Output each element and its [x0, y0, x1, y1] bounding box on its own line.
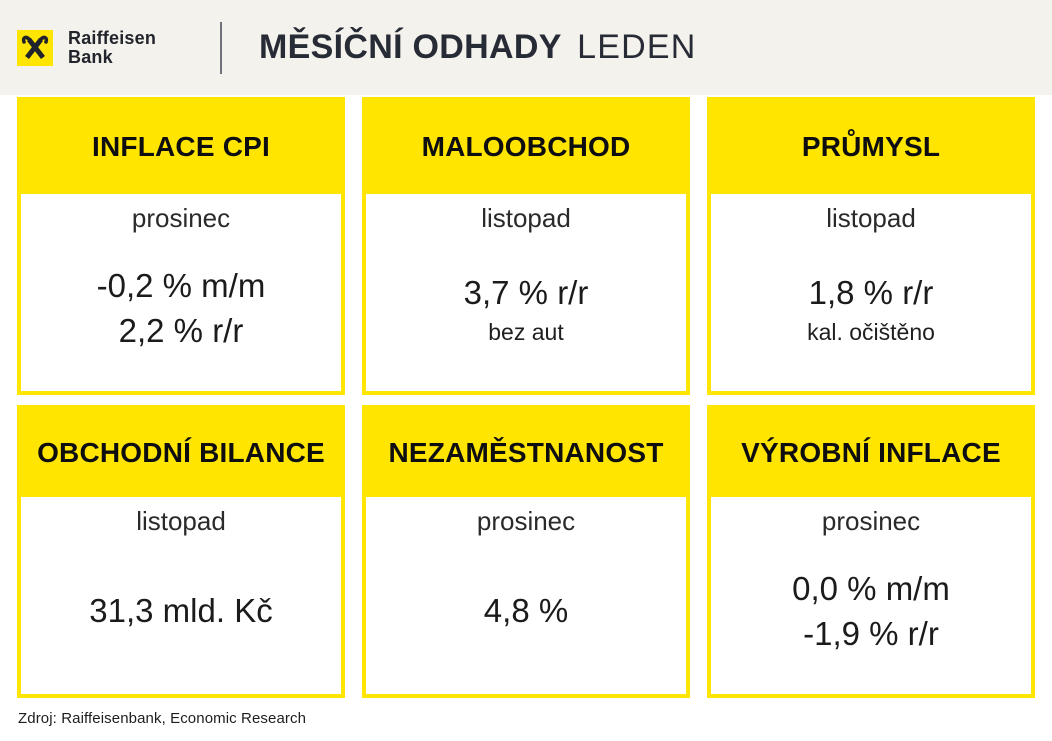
- card-header: MALOOBCHOD: [365, 100, 687, 194]
- card-title: MALOOBCHOD: [421, 131, 631, 162]
- card-body: prosinec 0,0 % m/m -1,9 % r/r: [711, 497, 1031, 694]
- card-value: -0,2 % m/m: [96, 267, 266, 305]
- card-body: prosinec -0,2 % m/m 2,2 % r/r: [21, 194, 341, 391]
- card-value: 0,0 % m/m: [792, 570, 950, 608]
- brand-name: Raiffeisen Bank: [68, 29, 156, 66]
- card-title: VÝROBNÍ INFLACE: [741, 436, 1001, 468]
- card-values: 4,8 %: [484, 537, 568, 694]
- card-note: kal. očištěno: [807, 319, 935, 346]
- stat-card-inflace-cpi: INFLACE CPI prosinec -0,2 % m/m 2,2 % r/…: [17, 97, 345, 395]
- card-value: 3,7 % r/r: [463, 273, 589, 311]
- card-title: OBCHODNÍ BILANCE: [37, 436, 325, 468]
- card-value: 2,2 % r/r: [118, 311, 244, 349]
- card-title: PRŮMYSL: [801, 131, 941, 162]
- raiffeisen-gable-cross-icon: [17, 29, 53, 66]
- brand-name-line2: Bank: [68, 46, 113, 67]
- card-header: NEZAMĚSTNANOST: [365, 408, 687, 497]
- header-divider: [220, 21, 223, 74]
- card-period: prosinec: [821, 506, 921, 536]
- brand-name-line1: Raiffeisen: [68, 28, 157, 49]
- stat-card-nezamestnanost: NEZAMĚSTNANOST prosinec 4,8 %: [362, 405, 690, 698]
- stat-card-obchodni-bilance: OBCHODNÍ BILANCE listopad 31,3 mld. Kč: [17, 405, 345, 698]
- card-header: VÝROBNÍ INFLACE: [710, 408, 1032, 497]
- card-values: -0,2 % m/m 2,2 % r/r: [97, 234, 266, 391]
- stats-grid: INFLACE CPI prosinec -0,2 % m/m 2,2 % r/…: [17, 97, 1035, 698]
- card-period: listopad: [826, 203, 916, 233]
- card-body: listopad 1,8 % r/r kal. očištěno: [711, 194, 1031, 391]
- source-note: Zdroj: Raiffeisenbank, Economic Research: [18, 710, 307, 727]
- card-value: 4,8 %: [483, 592, 569, 630]
- card-values: 3,7 % r/r bez aut: [464, 234, 589, 391]
- card-period: prosinec: [131, 203, 231, 233]
- stat-card-vyrobni-inflace: VÝROBNÍ INFLACE prosinec 0,0 % m/m -1,9 …: [707, 405, 1035, 698]
- card-title: NEZAMĚSTNANOST: [388, 436, 664, 468]
- card-header: PRŮMYSL: [710, 100, 1032, 194]
- card-header: INFLACE CPI: [20, 100, 342, 194]
- page-title-light: LEDEN: [577, 28, 697, 66]
- page-title-bold: MĚSÍČNÍ ODHADY: [259, 28, 562, 66]
- card-values: 1,8 % r/r kal. očištěno: [807, 234, 935, 391]
- topbar: Raiffeisen Bank MĚSÍČNÍ ODHADY LEDEN: [0, 0, 1052, 95]
- card-period: listopad: [481, 203, 571, 233]
- card-note: bez aut: [488, 319, 564, 346]
- stat-card-prumysl: PRŮMYSL listopad 1,8 % r/r kal. očištěno: [707, 97, 1035, 395]
- card-values: 31,3 mld. Kč: [89, 537, 272, 694]
- raiffeisen-logo: Raiffeisen Bank: [17, 29, 156, 66]
- card-value: 1,8 % r/r: [808, 273, 934, 311]
- card-value: -1,9 % r/r: [803, 614, 939, 652]
- card-header: OBCHODNÍ BILANCE: [20, 408, 342, 497]
- card-period: prosinec: [476, 506, 576, 536]
- page-title: MĚSÍČNÍ ODHADY LEDEN: [259, 28, 697, 67]
- card-value: 31,3 mld. Kč: [89, 592, 273, 630]
- stat-card-maloobchod: MALOOBCHOD listopad 3,7 % r/r bez aut: [362, 97, 690, 395]
- card-title: INFLACE CPI: [92, 131, 270, 162]
- card-period: listopad: [136, 506, 226, 536]
- card-body: prosinec 4,8 %: [366, 497, 686, 694]
- card-body: listopad 3,7 % r/r bez aut: [366, 194, 686, 391]
- card-body: listopad 31,3 mld. Kč: [21, 497, 341, 694]
- card-values: 0,0 % m/m -1,9 % r/r: [792, 537, 950, 694]
